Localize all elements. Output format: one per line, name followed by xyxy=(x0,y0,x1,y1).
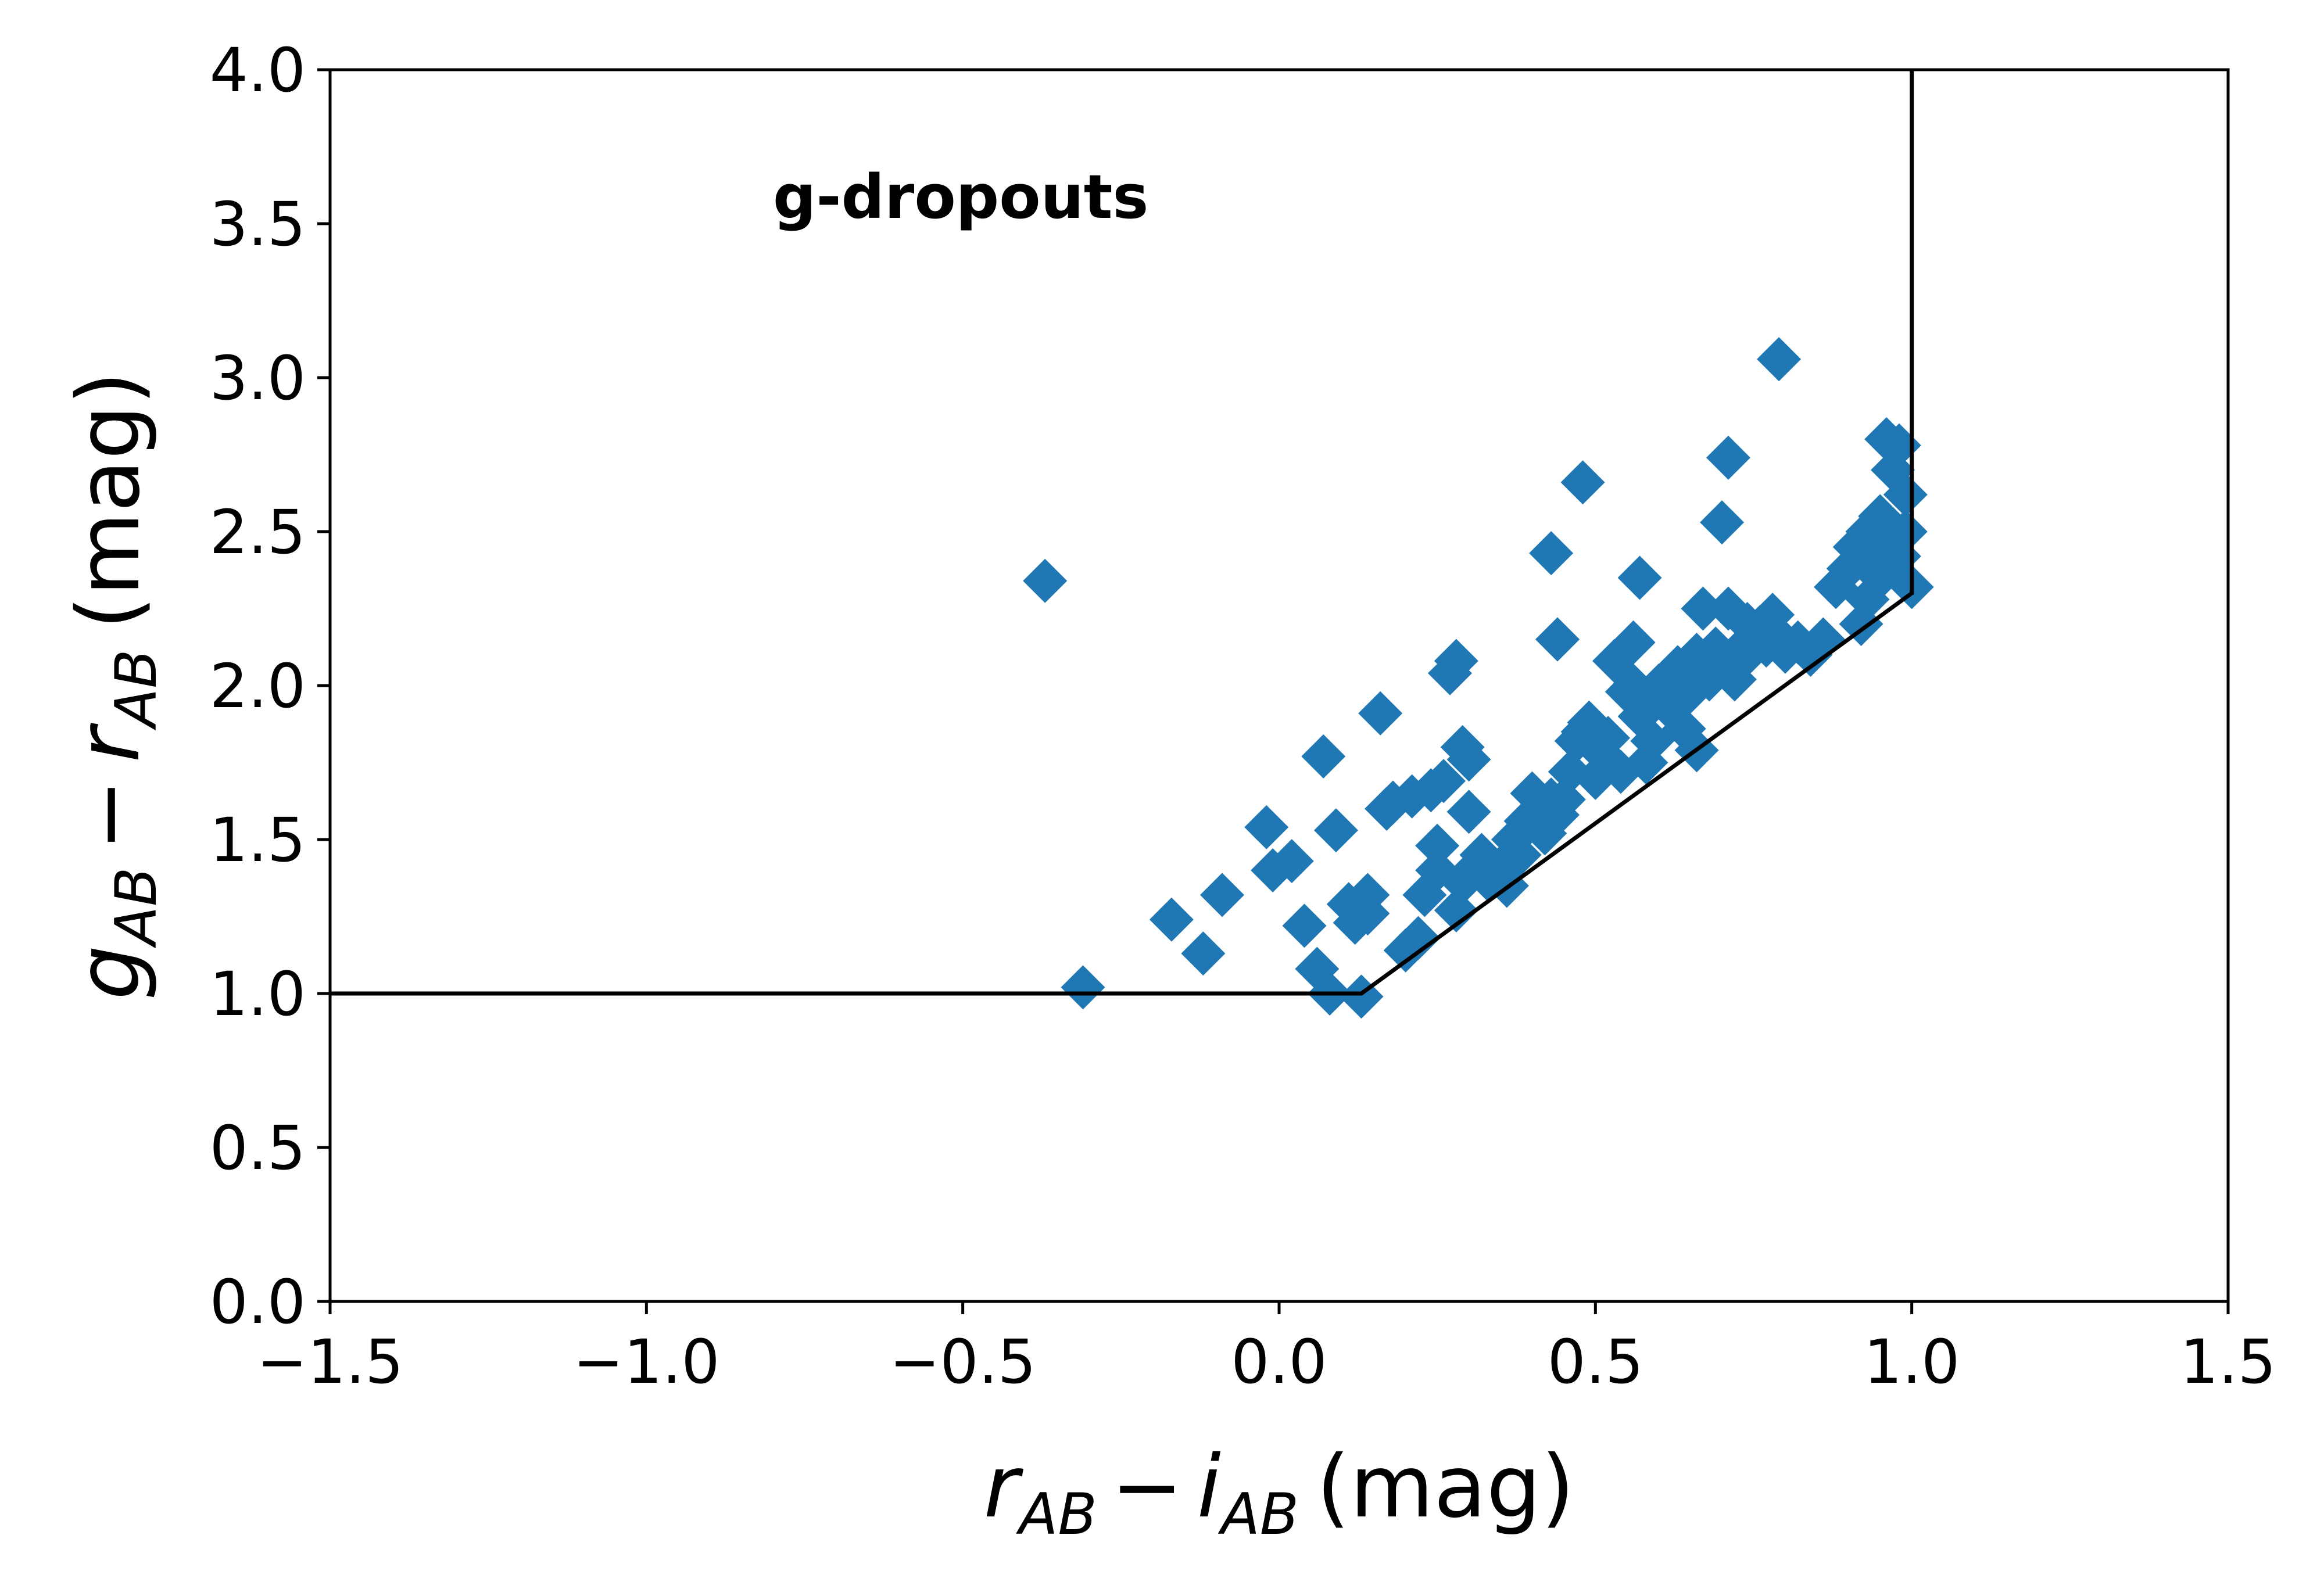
annotation-g-dropouts: g-dropouts xyxy=(773,162,1148,232)
x-tick-label: −0.5 xyxy=(889,1326,1036,1397)
x-tick-label: −1.5 xyxy=(257,1326,404,1397)
y-tick-label: 0.0 xyxy=(210,1267,306,1337)
data-point xyxy=(1446,790,1491,834)
data-point xyxy=(1181,931,1226,976)
data-point xyxy=(1061,965,1105,1010)
data-point xyxy=(1858,494,1903,539)
y-tick-label: 3.0 xyxy=(210,343,306,414)
data-point xyxy=(1313,808,1358,853)
data-point xyxy=(1023,558,1068,603)
data-point xyxy=(1560,460,1605,505)
data-point xyxy=(1535,617,1580,662)
data-point xyxy=(1149,897,1194,942)
data-point xyxy=(1617,555,1662,600)
y-axis-ticks: 0.0 0.5 1.0 1.5 2.0 2.5 3.0 3.5 4.0 xyxy=(210,35,330,1337)
data-point xyxy=(1358,691,1403,736)
y-tick-label: 4.0 xyxy=(210,35,306,106)
data-point xyxy=(1529,531,1574,576)
x-tick-label: −1.0 xyxy=(573,1326,720,1397)
y-tick-label: 2.5 xyxy=(210,497,306,568)
y-tick-label: 1.5 xyxy=(210,805,306,876)
data-point xyxy=(1421,759,1466,804)
data-point xyxy=(1497,833,1542,877)
data-point xyxy=(1200,873,1245,917)
data-point xyxy=(1446,737,1491,782)
y-tick-label: 2.0 xyxy=(210,651,306,722)
plot-frame xyxy=(328,68,2230,1303)
y-tick-label: 3.5 xyxy=(210,189,306,260)
x-axis-label: rAB − iAB (mag) xyxy=(984,1437,1575,1548)
selection-boundary-line xyxy=(330,70,1914,996)
data-point xyxy=(1396,916,1441,960)
data-point xyxy=(1757,337,1802,382)
data-point xyxy=(1345,873,1390,917)
y-tick-label: 0.5 xyxy=(210,1113,306,1184)
x-tick-label: 0.0 xyxy=(1231,1326,1327,1397)
x-axis-ticks: −1.5 −1.0 −0.5 0.0 0.5 1.0 1.5 xyxy=(257,1301,2276,1397)
data-point xyxy=(1434,639,1478,683)
y-axis-label: gAB−rAB(mag) xyxy=(59,371,170,1000)
data-point xyxy=(1883,472,1928,517)
data-point xyxy=(1718,639,1763,683)
data-point xyxy=(1586,716,1631,761)
x-tick-label: 1.0 xyxy=(1864,1326,1960,1397)
data-point xyxy=(1700,500,1745,545)
data-point xyxy=(1282,903,1327,948)
data-point xyxy=(1611,664,1656,708)
data-point xyxy=(1674,633,1719,677)
x-tick-label: 0.5 xyxy=(1548,1326,1643,1397)
data-point xyxy=(1269,839,1314,884)
x-tick-label: 1.5 xyxy=(2180,1326,2276,1397)
data-point xyxy=(1301,734,1346,779)
data-point xyxy=(1845,577,1890,622)
data-point xyxy=(1706,435,1750,480)
plot-background xyxy=(330,70,2228,1301)
data-point xyxy=(1681,586,1725,631)
data-point xyxy=(1244,805,1289,849)
data-point xyxy=(1415,823,1460,868)
y-tick-label: 1.0 xyxy=(210,959,306,1030)
data-point xyxy=(1611,620,1656,665)
